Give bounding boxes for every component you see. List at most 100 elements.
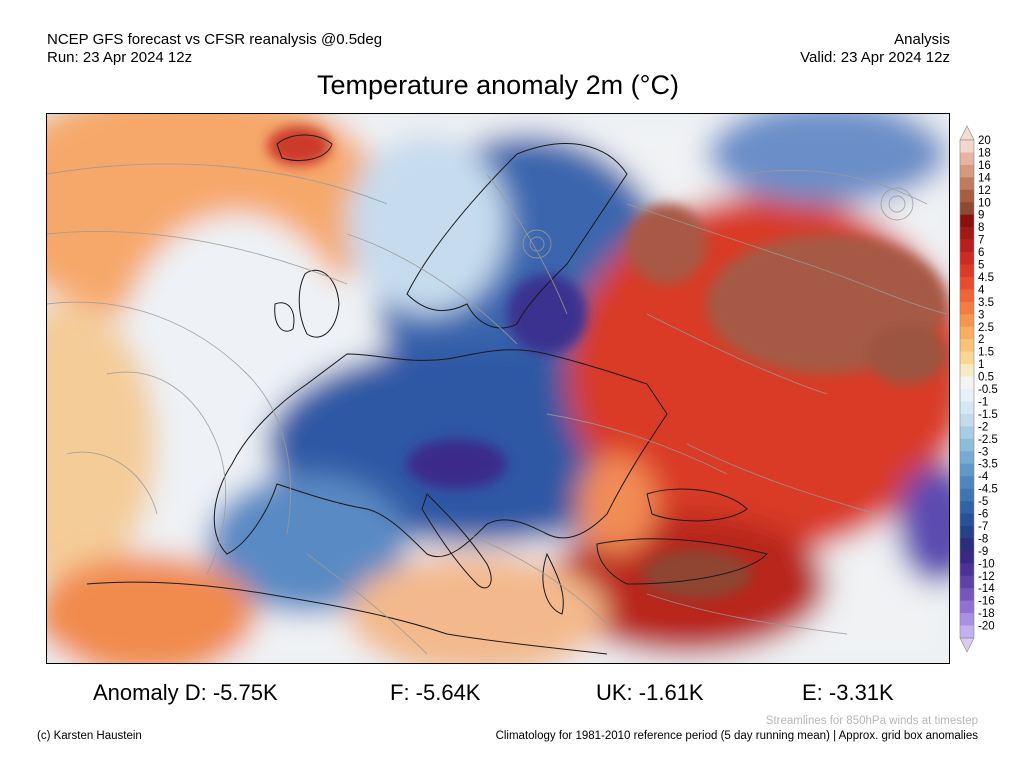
colorbar-tick-label: -14 [978,583,995,595]
colorbar-tick-label: 14 [978,172,991,184]
valid-time: Valid: 23 Apr 2024 12z [800,49,950,66]
colorbar-tick-label: 16 [978,160,991,172]
colorbar-swatch [960,625,974,639]
copyright: (c) Karsten Haustein [37,730,142,742]
field-caucasus-brown [867,324,947,384]
iceland-coast [276,134,333,161]
field-arctic-cold [707,114,947,204]
colorbar-tick-label: 6 [978,247,984,259]
colorbar-swatch [960,152,974,166]
colorbar-swatch [960,264,974,278]
colorbar-tick-label: 10 [978,197,991,209]
colorbar-swatch [960,426,974,440]
colorbar-swatch [960,501,974,514]
colorbar-swatch [960,301,974,315]
streamline [466,533,608,625]
colorbar-tick-label: -4 [978,471,989,483]
colorbar-swatch [960,214,974,228]
colorbar-tick-label: 7 [978,235,984,247]
anomaly-france: F: -5.64K [390,680,481,705]
climatology-note: Climatology for 1981-2010 reference peri… [495,730,978,742]
field-iberia-cold [207,474,407,614]
colorbar-tick-label: -5 [978,496,988,508]
streamline [646,313,828,395]
streamline [66,451,158,515]
colorbar: 201816141210987654.543.532.521.510.5-0.5… [959,125,998,653]
colorbar-swatch [960,364,974,377]
colorbar-min-triangle [959,637,975,653]
colorbar-swatch [960,177,974,191]
colorbar-swatch [960,276,974,290]
colorbar-max-triangle [959,125,975,141]
colorbar-swatch [960,451,974,464]
colorbar-tick-label: -10 [978,558,995,570]
colorbar-tick-label: 9 [978,210,984,222]
italy-coast [421,493,492,589]
colorbar-swatch [960,252,974,265]
streamline [47,163,388,205]
cyclone-streamline [888,195,906,213]
anomaly-germany: Anomaly D: -5.75K [93,680,278,705]
field-alps-very-cold [407,439,507,489]
colorbar-tick-label: 2 [978,334,984,346]
run-time: Run: 23 Apr 2024 12z [47,49,193,66]
streamline [47,231,348,285]
cyclone-streamline [880,187,914,221]
colorbar-tick-label: 4.5 [978,272,994,284]
colorbar-tick-label: -8 [978,533,988,545]
cyclone-streamline [522,229,552,259]
colorbar-tick-label: 0.5 [978,372,994,384]
field-far-atlantic-warm [47,304,157,584]
colorbar-tick-label: -18 [978,608,995,620]
colorbar-tick-label: 5 [978,260,984,272]
colorbar-tick-label: 2.5 [978,322,994,334]
coastlines [86,134,768,655]
colorbar-swatch [960,563,974,577]
colorbar-swatch [960,239,974,253]
scandinavia-coast [406,143,628,329]
colorbar-tick-label: 1.5 [978,347,994,359]
colorbar-tick-label: -12 [978,571,995,583]
black-sea-coast [646,488,748,522]
colorbar-tick-label: 18 [978,147,991,159]
colorbar-tick-label: -4.5 [978,484,998,496]
streamline [47,301,292,535]
colorbar-swatch [960,202,974,215]
field-caspian-cold [897,464,949,584]
anomaly-uk: UK: -1.61K [596,680,704,705]
colorbar-swatch [960,613,974,626]
europe-mainland-coast [213,349,668,558]
colorbar-tick-label: 12 [978,185,991,197]
field-balkans-warm [577,454,657,554]
greece-coast [542,552,564,615]
colorbar-tick-label: -3 [978,446,988,458]
colorbar-tick-label: -2 [978,421,988,433]
colorbar-tick-label: -20 [978,621,995,633]
colorbar-swatch [960,550,974,564]
british-isles-coast [298,269,340,338]
colorbar-tick-label: 4 [978,284,985,296]
colorbar-swatch [960,289,974,303]
colorbar-tick-label: 20 [978,135,991,147]
field-anatolia-brown [642,549,752,599]
streamline [106,371,227,575]
anomaly-map [46,113,950,664]
north-africa-coast [86,581,608,655]
anomaly-spain: E: -3.31K [802,680,894,705]
field-iceland-warm [267,126,331,166]
ireland-coast [274,302,295,332]
field-baltic-very-cold [507,274,587,354]
colorbar-swatch [960,600,974,614]
colorbar-swatch [960,376,974,390]
colorbar-swatch [960,438,974,452]
streamline [626,203,948,315]
field-north-africa-warm [47,554,257,663]
colorbar-swatch [960,488,974,502]
colorbar-swatch [960,476,974,489]
colorbar-tick-label: -7 [978,521,988,533]
colorbar-swatch [960,339,974,352]
colorbar-swatch [960,525,974,539]
colorbar-tick-label: -2.5 [978,434,998,446]
colorbar-swatch [960,314,974,328]
field-mediterranean [347,554,607,663]
